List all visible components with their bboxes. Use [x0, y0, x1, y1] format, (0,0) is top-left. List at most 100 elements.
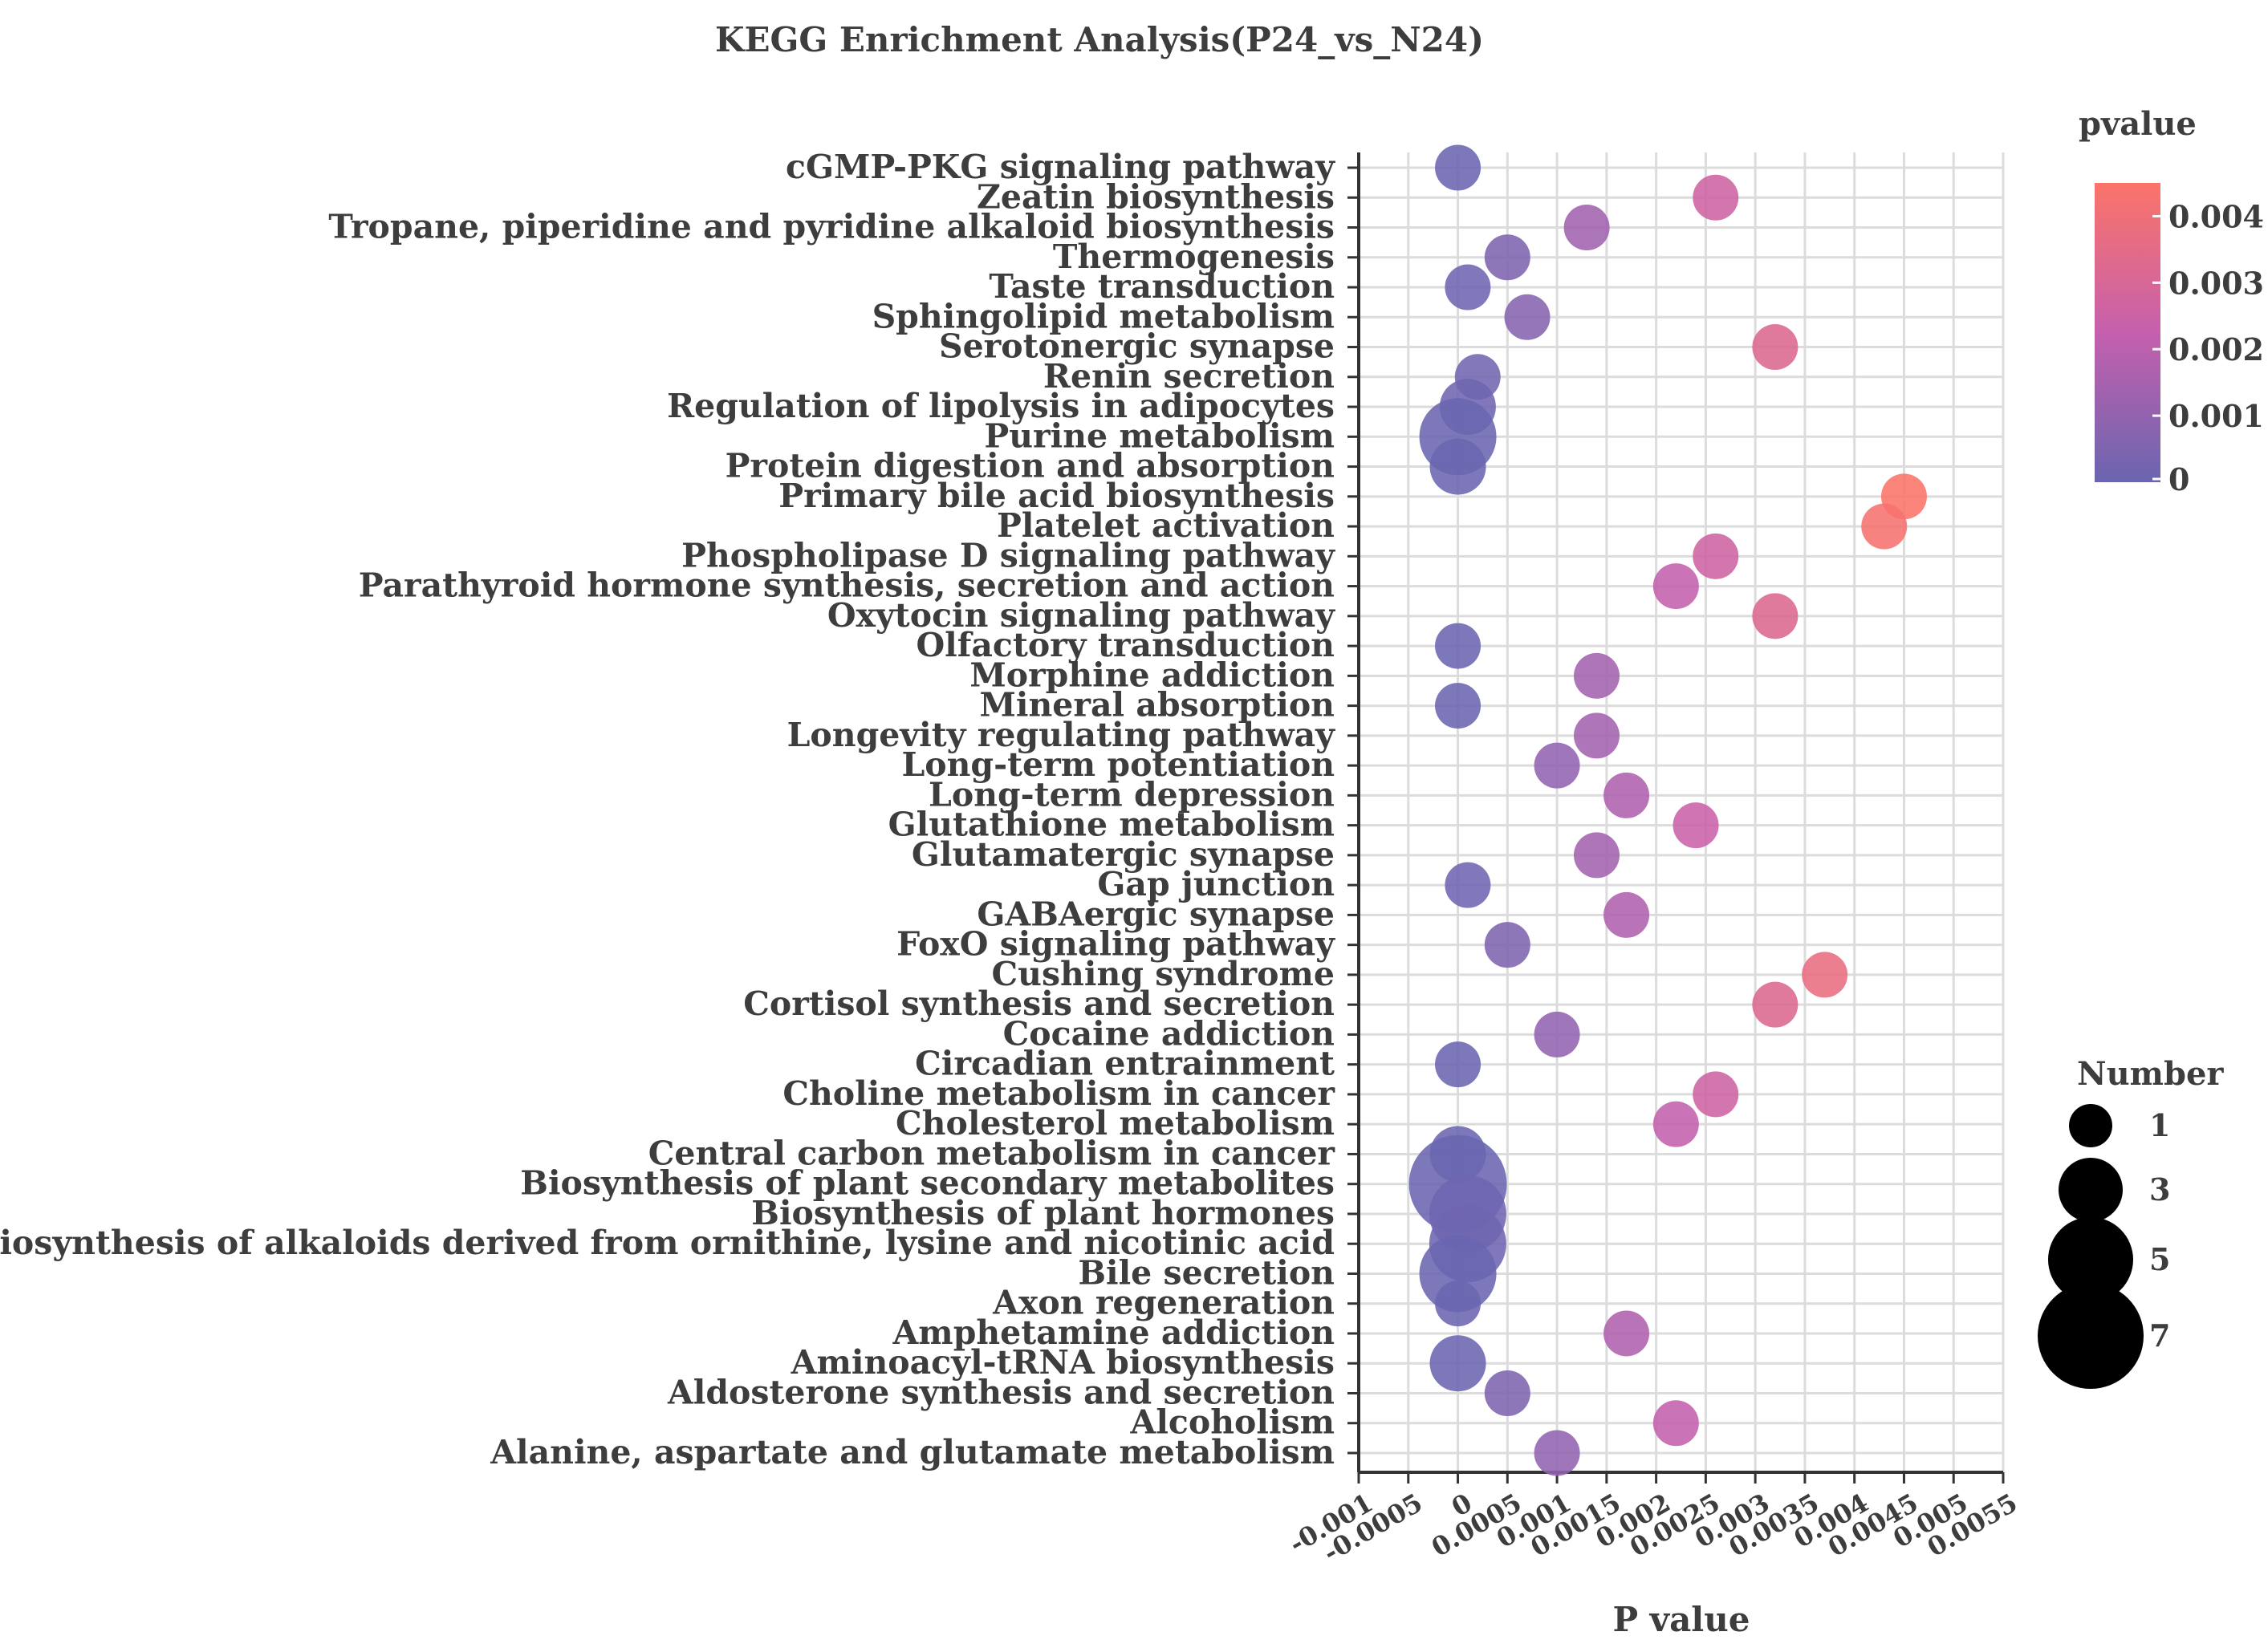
pathway-label: Biosynthesis of plant hormones: [751, 1194, 1335, 1232]
bubble-point: [1435, 1281, 1482, 1327]
bubble-point: [1652, 563, 1699, 610]
pathway-label: Choline metabolism in cancer: [782, 1074, 1335, 1113]
bubble-point: [1573, 712, 1620, 759]
pathway-label: Phospholipase D signaling pathway: [681, 536, 1335, 574]
color-legend-tick-label: 0: [2168, 461, 2189, 497]
pathway-label: Purine metabolism: [984, 416, 1335, 455]
size-legend-circle: [2048, 1217, 2133, 1302]
pathway-label: Cholesterol metabolism: [896, 1104, 1335, 1143]
pathway-label: Long-term potentiation: [901, 745, 1335, 784]
bubble-point: [1652, 1400, 1699, 1447]
bubble-point: [1435, 144, 1482, 191]
pathway-label: Glutathione metabolism: [888, 806, 1335, 844]
pathway-label: Tropane, piperidine and pyridine alkaloi…: [328, 208, 1335, 246]
size-legend-circle: [2059, 1158, 2123, 1222]
horizontal-gridlines: [1359, 166, 2003, 1455]
pathway-label: Long-term depression: [929, 775, 1335, 814]
color-legend-tick-label: 0.001: [2168, 398, 2264, 434]
bubble-point: [1693, 174, 1739, 221]
size-legend-circle: [2038, 1283, 2144, 1389]
pathway-label: Bile secretion: [1078, 1253, 1335, 1292]
pathway-label: Morphine addiction: [969, 656, 1335, 694]
bubble-point: [1445, 264, 1491, 311]
pathway-label: Platelet activation: [997, 506, 1335, 545]
bubble-point: [1652, 1101, 1699, 1147]
pathway-label: Alcoholism: [1130, 1403, 1335, 1442]
size-legend-circle: [2069, 1104, 2112, 1147]
size-legend-label: 1: [2149, 1107, 2170, 1143]
bubble-point: [1802, 952, 1848, 998]
pathway-label: Oxytocin signaling pathway: [827, 596, 1335, 635]
bubble-point: [1484, 1370, 1530, 1416]
pathway-label: Longevity regulating pathway: [787, 716, 1336, 754]
vertical-gridlines: [1357, 152, 2005, 1472]
bubble-point: [1429, 438, 1486, 495]
pathway-label: GABAergic synapse: [977, 895, 1335, 933]
pathway-label: Aminoacyl-tRNA biosynthesis: [791, 1343, 1335, 1382]
bubble-points: [1408, 144, 1927, 1476]
pathway-label: Thermogenesis: [1053, 237, 1335, 276]
pathway-label: Mineral absorption: [980, 686, 1335, 725]
pathway-label: Amphetamine addiction: [892, 1313, 1335, 1352]
x-axis-title: P value: [1612, 1600, 1750, 1639]
bubble-point: [1563, 205, 1610, 251]
bubble-point: [1693, 533, 1739, 579]
bubble-point: [1603, 891, 1650, 938]
pathway-label: cGMP-PKG signaling pathway: [786, 148, 1335, 186]
size-legend-items: 1 3 5 7: [2038, 1104, 2170, 1389]
x-axis-tick-labels: -0.001-0.0005 00.00050.0010.00150.0020.00…: [1284, 1488, 2022, 1569]
pathway-label: Cocaine addiction: [1003, 1014, 1335, 1053]
pathway-label: Taste transduction: [989, 267, 1335, 306]
pathway-label: Sphingolipid metabolism: [872, 297, 1335, 335]
pathway-label: Serotonergic synapse: [939, 327, 1335, 366]
pathway-label: Renin secretion: [1043, 357, 1335, 396]
pathway-label: Zeatin biosynthesis: [977, 177, 1335, 216]
size-legend-label: 3: [2149, 1171, 2170, 1208]
bubble-point: [1504, 294, 1551, 340]
pathway-label: Primary bile acid biosynthesis: [778, 477, 1335, 515]
color-legend-tick-label: 0.002: [2168, 331, 2264, 367]
bubble-point: [1484, 234, 1530, 281]
bubble-point: [1861, 503, 1908, 550]
bubble-point: [1673, 802, 1719, 849]
bubble-point: [1445, 862, 1491, 908]
bubble-point: [1752, 593, 1799, 639]
bubble-point: [1752, 324, 1799, 371]
pathway-label: Regulation of lipolysis in adipocytes: [667, 387, 1335, 425]
chart-title: KEGG Enrichment Analysis(P24_vs_N24): [715, 20, 1484, 59]
bubble-point: [1435, 1041, 1482, 1088]
bubble-point: [1429, 1335, 1486, 1392]
pathway-label: Central carbon metabolism in cancer: [648, 1134, 1336, 1172]
bubble-point: [1693, 1071, 1739, 1118]
pathway-label: Parathyroid hormone synthesis, secretion…: [359, 566, 1335, 605]
pathway-label: Alanine, aspartate and glutamate metabol…: [490, 1433, 1335, 1471]
pathway-label: Gap junction: [1097, 865, 1335, 903]
color-legend-tick-label: 0.004: [2168, 198, 2264, 234]
pathway-label: Cortisol synthesis and secretion: [743, 984, 1335, 1023]
bubble-point: [1534, 1011, 1580, 1057]
pathway-label: Cushing syndrome: [992, 955, 1335, 993]
bubble-point: [1534, 742, 1580, 789]
color-legend-bar: [2095, 183, 2160, 482]
color-legend-tick-label: 0.003: [2168, 265, 2264, 301]
bubble-point: [1484, 922, 1530, 968]
bubble-point: [1752, 981, 1799, 1028]
color-legend-title: pvalue: [2079, 105, 2197, 143]
bubble-point: [1603, 772, 1650, 818]
bubble-point: [1573, 832, 1620, 879]
pathway-label: Aldosterone synthesis and secretion: [667, 1373, 1335, 1411]
pathway-label: Axon regeneration: [992, 1284, 1335, 1322]
pathway-label: Olfactory transduction: [916, 626, 1335, 664]
size-legend-title: Number: [2077, 1055, 2224, 1093]
bubble-point: [1603, 1310, 1650, 1357]
color-legend-ticks: 0 0.001 0.002 0.003 0.004: [2152, 198, 2264, 497]
pathway-label: Protein digestion and absorption: [726, 447, 1335, 485]
pathway-label: Biosynthesis of alkaloids derived from o…: [0, 1224, 1335, 1262]
bubble-point: [1573, 652, 1620, 699]
x-axis-ticks: [1357, 1472, 2005, 1484]
y-axis-ticks: [1347, 166, 1359, 1455]
pathway-label: Glutamatergic synapse: [912, 835, 1335, 874]
size-legend-label: 7: [2149, 1317, 2170, 1354]
